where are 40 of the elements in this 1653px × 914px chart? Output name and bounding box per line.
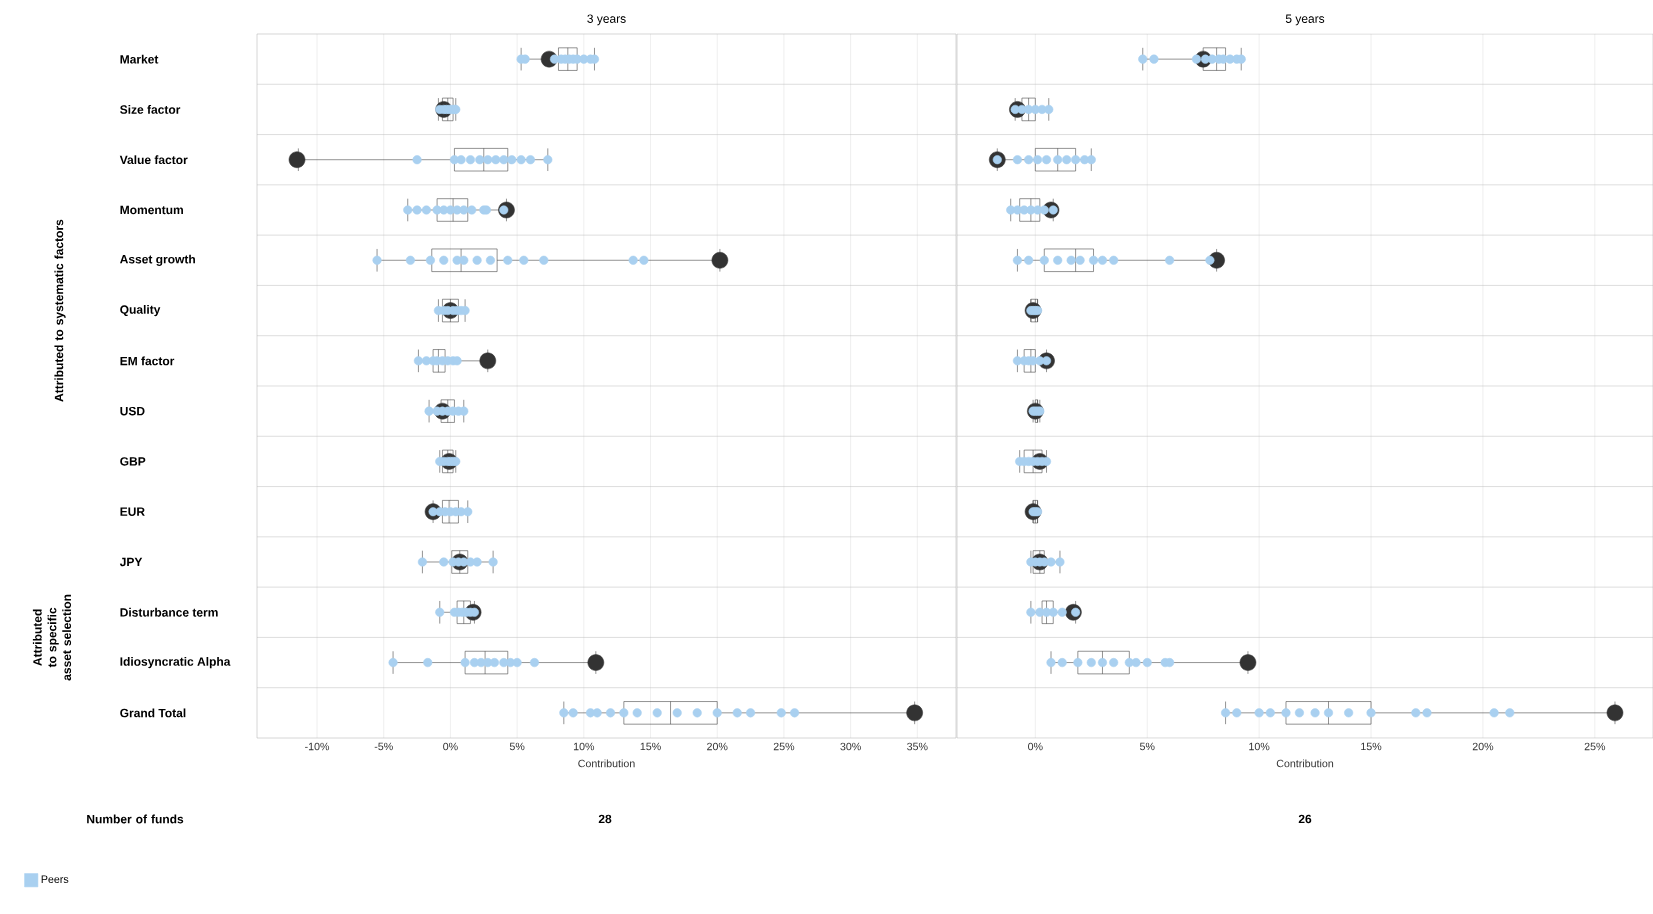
y-tick-label: Quality [120,304,161,317]
chart-title: 5 years [1285,14,1325,26]
text: Number of funds [87,814,184,824]
y-tick-label: Asset growth [120,254,195,266]
x-tick-label: 25% [773,742,795,751]
text: Attributed to systematic factors [54,219,66,402]
chart-title: 3 years [587,14,626,26]
x-tick-label: 25% [1584,742,1606,751]
x-tick-label: 15% [1361,742,1382,751]
y-tick-label: Size factor [120,105,181,114]
y-tick-label: GBP [120,457,146,466]
y-tick-label: Disturbance term [120,607,218,617]
x-tick-label: 20% [1472,742,1494,751]
x-tick-label: 5% [1139,742,1155,751]
y-tick-label: Momentum [120,205,183,215]
y-tick-label: USD [120,406,145,416]
x-tick-label: -5% [374,742,393,751]
x-tick-label: 5% [509,742,525,751]
x-tick-label: 0% [1028,742,1043,751]
x-tick-label: 10% [1249,742,1270,751]
y-tick-label: EUR [120,507,145,516]
x-tick-label: 35% [907,742,928,751]
x-tick-label: 10% [573,742,595,751]
x-tick-label: 20% [707,742,728,751]
text: Attributed to specific asset selection [32,594,72,681]
x-tick-label: 15% [640,742,661,751]
y-tick-label: Idiosyncratic Alpha [120,656,231,669]
x-axis-title: Contribution [1276,759,1334,768]
legend-label: Peers [41,875,69,883]
y-tick-label: Value factor [119,155,188,165]
x-axis-title: Contribution [578,759,635,768]
text: 28 [598,814,612,824]
y-tick-label: Grand Total [120,708,186,718]
y-tick-label: EM factor [120,356,175,366]
x-tick-label: 30% [840,742,861,751]
x-tick-label: 0% [443,742,458,751]
y-tick-label: Market [120,54,159,64]
x-tick-label: -10% [305,742,330,751]
text: 26 [1298,814,1312,824]
y-tick-label: JPY [119,557,143,567]
